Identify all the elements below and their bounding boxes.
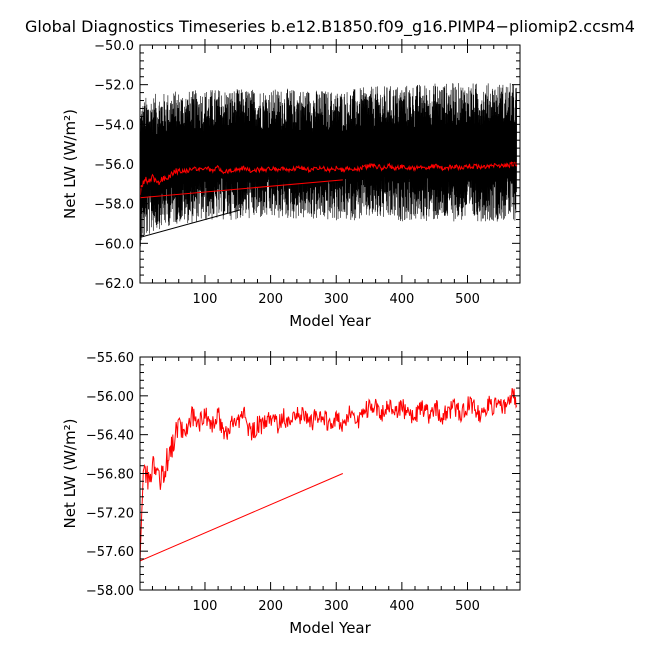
y-axis-label: Net LW (W/m²)	[61, 419, 79, 529]
y-tick-label: −56.40	[86, 429, 134, 444]
x-tick-label: 300	[324, 599, 349, 614]
bottom-chart-panel: 100 200 300 400 500 −58.00 −57.60 −57.20 −56.80 −…	[61, 351, 521, 637]
y-tick-label: −57.60	[86, 545, 134, 560]
x-tick-label: 500	[455, 599, 480, 614]
y-tick-label: −56.0	[94, 158, 134, 173]
x-tick-label: 100	[193, 292, 218, 307]
trend-line	[140, 179, 343, 199]
x-axis-label: Model Year	[289, 619, 371, 637]
x-tick-label: 200	[258, 599, 283, 614]
y-tick-label: −56.80	[86, 468, 134, 483]
y-tick-label: −54.0	[94, 118, 134, 133]
trend-line	[140, 209, 242, 238]
annual-mean-line	[140, 388, 518, 564]
x-tick-label: 400	[389, 292, 414, 307]
y-tick-label: −55.60	[86, 351, 134, 366]
x-tick-label: 300	[324, 292, 349, 307]
plot-area	[140, 83, 518, 247]
x-tick-label: 500	[455, 292, 480, 307]
top-chart-panel: 100 200 300 400 500 −62.0 −60.0 −58.0 −56.0 −54.0…	[61, 39, 521, 330]
y-tick-label: −50.0	[94, 39, 134, 54]
y-tick-label: −62.0	[94, 277, 134, 292]
y-tick-label: −56.00	[86, 390, 134, 405]
x-axis-label: Model Year	[289, 312, 371, 330]
trend-line	[140, 473, 343, 562]
x-tick-label: 100	[193, 599, 218, 614]
y-tick-label: −58.0	[94, 198, 134, 213]
monthly-series-line	[140, 83, 518, 247]
y-tick-label: −52.0	[94, 79, 134, 94]
figure-title: Global Diagnostics Timeseries b.e12.B185…	[25, 17, 635, 37]
y-tick-label: −60.0	[94, 237, 134, 252]
x-tick-label: 400	[389, 599, 414, 614]
y-tick-label: −57.20	[86, 506, 134, 521]
plot-frame	[139, 356, 521, 591]
annual-mean-line	[140, 161, 518, 199]
y-axis-label: Net LW (W/m²)	[61, 109, 79, 219]
plot-area	[140, 388, 518, 564]
x-tick-label: 200	[258, 292, 283, 307]
y-tick-label: −58.00	[86, 584, 134, 599]
